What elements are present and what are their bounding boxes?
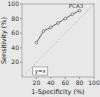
series-line xyxy=(36,11,79,43)
annotation: PCA3 xyxy=(69,3,84,9)
y-tick xyxy=(20,18,22,19)
y-tick-label: 20 xyxy=(11,58,19,65)
chart-container: 20 40 60 80 100 20 40 60 80 100 1-Specificity (%) S… xyxy=(0,0,100,97)
series-line xyxy=(22,4,94,77)
y-tick-label: 40 xyxy=(11,44,19,51)
point xyxy=(71,13,74,16)
point xyxy=(64,17,67,20)
x-tick-label: 20 xyxy=(33,79,41,86)
y-tick xyxy=(20,33,22,34)
plot-frame xyxy=(22,4,94,77)
legend: y=x xyxy=(33,67,48,75)
point xyxy=(49,26,52,29)
legend-box xyxy=(33,67,48,75)
x-axis-label: 1-Specificity (%) xyxy=(31,88,84,96)
y-axis-label: Sensitivity (%) xyxy=(0,17,8,64)
point xyxy=(35,41,38,44)
legend-entry: y=x xyxy=(35,68,47,75)
plot-area xyxy=(22,4,94,77)
y-tick xyxy=(20,47,22,48)
x-tick-label: 100 xyxy=(88,79,100,86)
y-tick xyxy=(20,62,22,63)
y-tick-label: 80 xyxy=(11,15,19,22)
chart-svg: 20 40 60 80 100 20 40 60 80 100 1-Specificity (%) S… xyxy=(0,0,100,97)
point xyxy=(57,22,60,25)
y-tick-label: 100 xyxy=(8,0,20,7)
point xyxy=(42,30,45,33)
y-tick xyxy=(20,4,22,5)
y-tick-label: 60 xyxy=(11,29,19,36)
x-tick-label: 40 xyxy=(47,79,55,86)
x-tick-label: 80 xyxy=(76,79,84,86)
x-tick-label: 60 xyxy=(61,79,69,86)
point xyxy=(78,9,81,12)
